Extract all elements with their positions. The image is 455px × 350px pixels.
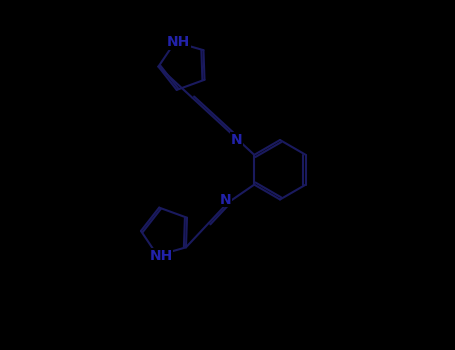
Text: NH: NH	[167, 35, 190, 49]
Text: N: N	[230, 133, 242, 147]
Text: NH: NH	[149, 248, 172, 262]
Text: N: N	[220, 193, 232, 206]
